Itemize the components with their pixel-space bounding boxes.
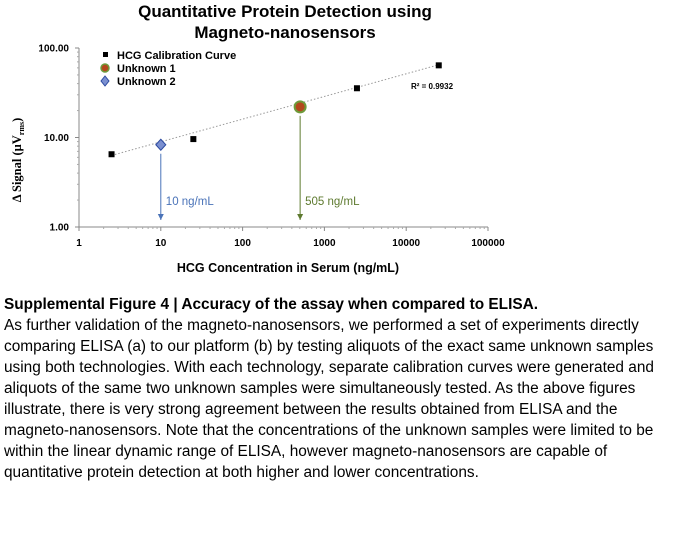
chart-figure: Quantitative Protein Detection using Mag… xyxy=(10,2,505,275)
calibration-point xyxy=(190,136,197,143)
calibration-point xyxy=(353,85,360,92)
legend: HCG Calibration Curve Unknown 1 Unknown … xyxy=(100,50,236,88)
calibration-point xyxy=(435,62,442,69)
legend-marker-unknown-1 xyxy=(100,63,110,73)
y-axis-label: Δ Signal (μVrms) xyxy=(10,118,26,203)
y-tick-group: 1.00 10.00 100.00 xyxy=(38,44,79,234)
chart-svg: Quantitative Protein Detection using Mag… xyxy=(10,2,505,275)
caption-title: Supplemental Figure 4 | Accuracy of the … xyxy=(4,296,538,313)
unknown-2-point xyxy=(155,138,167,151)
annotation-label: 505 ng/mL xyxy=(305,196,360,208)
x-tick-label: 10000 xyxy=(392,238,420,249)
x-tick-group: 1 10 100 1000 10000 100000 xyxy=(76,227,505,249)
y-tick-label: 10.00 xyxy=(44,133,69,144)
y-tick-label: 1.00 xyxy=(50,223,70,234)
legend-label-calibration: HCG Calibration Curve xyxy=(117,50,236,62)
calibration-point xyxy=(108,151,115,158)
y-axis-label-sub: rms xyxy=(17,122,26,135)
x-tick-label: 10 xyxy=(155,238,167,249)
annotation-label: 10 ng/mL xyxy=(166,196,215,208)
r-squared-label: R² = 0.9932 xyxy=(411,82,454,91)
legend-marker-unknown-2 xyxy=(100,75,110,87)
y-axis-label-suffix: ) xyxy=(10,118,24,122)
annotation-arrow-head xyxy=(157,214,164,220)
x-tick-label: 100000 xyxy=(471,238,505,249)
x-tick-label: 1 xyxy=(76,238,82,249)
y-tick-label: 100.00 xyxy=(38,44,69,55)
x-tick-label: 1000 xyxy=(313,238,336,249)
legend-label-unknown-2: Unknown 2 xyxy=(117,76,176,88)
x-axis-label: HCG Concentration in Serum (ng/mL) xyxy=(177,261,399,275)
x-tick-label: 100 xyxy=(234,238,251,249)
caption-body: As further validation of the magneto-nan… xyxy=(4,317,654,481)
data-point-group xyxy=(108,62,442,158)
annotation-group: 10 ng/mL 505 ng/mL xyxy=(157,115,360,220)
figure-caption: Supplemental Figure 4 | Accuracy of the … xyxy=(4,294,670,483)
y-axis-label-prefix: Δ Signal (μV xyxy=(10,135,24,202)
legend-label-unknown-1: Unknown 1 xyxy=(117,63,176,75)
chart-title-line1: Quantitative Protein Detection using xyxy=(138,2,432,21)
chart-title-line2: Magneto-nanosensors xyxy=(194,23,375,42)
trendline xyxy=(111,64,439,156)
unknown-1-point xyxy=(293,100,307,114)
legend-marker-calibration xyxy=(103,52,108,57)
annotation-arrow-head xyxy=(297,214,304,220)
